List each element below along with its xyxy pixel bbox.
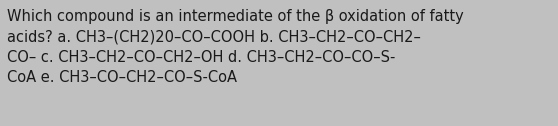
Text: Which compound is an intermediate of the β oxidation of fatty
acids? a. CH3–(CH2: Which compound is an intermediate of the…: [7, 9, 464, 85]
